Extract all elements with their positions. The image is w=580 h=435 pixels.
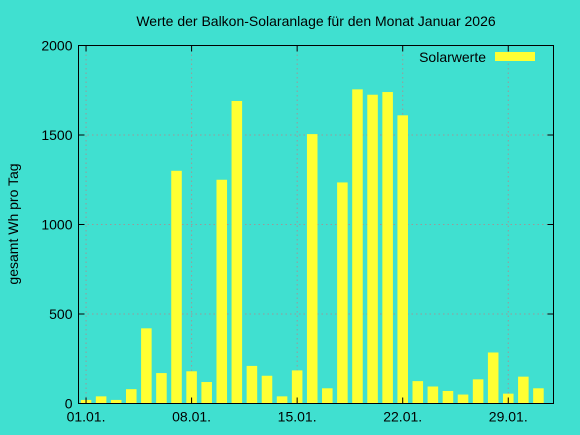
bar [95,396,107,404]
legend-label: Solarwerte [419,49,486,65]
bar [126,389,137,404]
bar [276,396,288,404]
bar [261,375,273,404]
bar [110,399,122,404]
bar [141,328,152,404]
x-tick-label: 01.01. [67,409,106,425]
bar [412,381,424,404]
bar [487,352,499,404]
bar [457,394,469,404]
x-tick-label: 22.01. [383,409,422,425]
y-tick-label: 1500 [41,127,72,143]
y-tick-label: 0 [65,396,73,412]
bar [306,134,318,404]
legend-swatch [495,52,535,61]
chart-title: Werte der Balkon-Solaranlage für den Mon… [136,13,496,29]
legend: Solarwerte [419,49,535,65]
bar [472,379,484,404]
bar-layer [80,89,544,404]
tick-layer: 0 500 1000 1500 2000 01.01. 08.01. 15.01. 22.01.… [41,38,554,425]
bar [533,388,544,404]
bar [337,182,348,404]
y-tick-label: 2000 [41,38,72,54]
x-tick-label: 15.01. [278,409,317,425]
bar [216,179,228,404]
bar [382,92,393,404]
y-axis-label: gesamt Wh pro Tag [5,163,21,284]
bar [322,388,333,404]
x-tick-label: 08.01. [172,409,211,425]
bar [246,365,258,404]
bar [156,373,167,404]
bar [201,382,212,404]
bar [231,100,243,404]
y-tick-label: 1000 [41,217,72,233]
bar [427,386,439,404]
bar [518,376,529,404]
bar [291,370,303,404]
bar [442,390,454,404]
bar [397,115,408,404]
bar [367,94,378,404]
bar [186,371,197,404]
bar [171,170,182,404]
x-tick-label: 29.01. [489,409,528,425]
y-tick-label: 500 [49,306,73,322]
bar [352,89,363,404]
